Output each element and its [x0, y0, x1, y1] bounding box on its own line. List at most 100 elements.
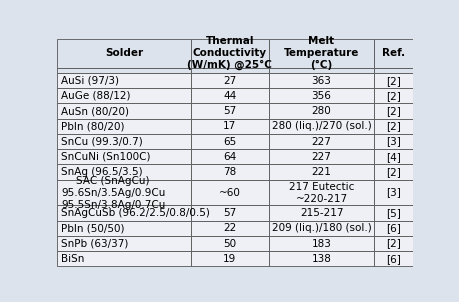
- Text: 44: 44: [223, 91, 236, 101]
- Bar: [269, 251, 374, 266]
- Bar: [374, 104, 413, 119]
- Bar: [191, 119, 269, 134]
- Bar: [374, 180, 413, 205]
- Text: SnCuNi (Sn100C): SnCuNi (Sn100C): [61, 152, 151, 162]
- Text: 65: 65: [223, 137, 236, 146]
- Bar: [374, 205, 413, 221]
- Bar: [191, 73, 269, 88]
- Text: [5]: [5]: [386, 208, 401, 218]
- Text: PbIn (80/20): PbIn (80/20): [61, 121, 124, 131]
- Text: 78: 78: [223, 167, 236, 177]
- Text: SnCu (99.3/0.7): SnCu (99.3/0.7): [61, 137, 143, 146]
- Bar: [191, 205, 269, 221]
- Text: AuSi (97/3): AuSi (97/3): [61, 76, 119, 85]
- Bar: [57, 221, 191, 236]
- Text: 183: 183: [312, 239, 331, 249]
- Bar: [374, 119, 413, 134]
- Text: 280 (liq.)/270 (sol.): 280 (liq.)/270 (sol.): [272, 121, 371, 131]
- Text: AuSn (80/20): AuSn (80/20): [61, 106, 129, 116]
- Bar: [374, 164, 413, 180]
- Bar: [191, 180, 269, 205]
- Text: [3]: [3]: [386, 188, 401, 198]
- Bar: [191, 221, 269, 236]
- Text: 57: 57: [223, 106, 236, 116]
- Bar: [269, 149, 374, 164]
- Bar: [269, 104, 374, 119]
- Text: SnPb (63/37): SnPb (63/37): [61, 239, 129, 249]
- Text: 17: 17: [223, 121, 236, 131]
- Bar: [269, 236, 374, 251]
- Bar: [57, 73, 191, 88]
- Bar: [57, 251, 191, 266]
- Bar: [374, 221, 413, 236]
- Bar: [57, 134, 191, 149]
- Text: 22: 22: [223, 223, 236, 233]
- Bar: [191, 236, 269, 251]
- Bar: [374, 39, 413, 68]
- Text: 19: 19: [223, 254, 236, 264]
- Text: [3]: [3]: [386, 137, 401, 146]
- Bar: [374, 134, 413, 149]
- Bar: [269, 205, 374, 221]
- Bar: [269, 180, 374, 205]
- Bar: [269, 119, 374, 134]
- Text: SAC (SnAgCu)
95.6Sn/3.5Ag/0.9Cu
95.5Sn/3.8Ag/0.7Cu: SAC (SnAgCu) 95.6Sn/3.5Ag/0.9Cu 95.5Sn/3…: [61, 175, 165, 210]
- Text: Thermal
Conductivity
(W/mK) @25°C: Thermal Conductivity (W/mK) @25°C: [187, 36, 272, 70]
- Text: ~60: ~60: [219, 188, 241, 198]
- Text: 64: 64: [223, 152, 236, 162]
- Text: [2]: [2]: [386, 167, 401, 177]
- Text: [2]: [2]: [386, 239, 401, 249]
- Bar: [57, 119, 191, 134]
- Text: 221: 221: [312, 167, 331, 177]
- Text: [2]: [2]: [386, 91, 401, 101]
- Bar: [191, 251, 269, 266]
- Bar: [269, 88, 374, 104]
- Bar: [57, 236, 191, 251]
- Bar: [57, 149, 191, 164]
- Bar: [269, 73, 374, 88]
- Bar: [191, 164, 269, 180]
- Bar: [57, 164, 191, 180]
- Bar: [57, 180, 191, 205]
- Bar: [191, 39, 269, 68]
- Text: 227: 227: [312, 152, 331, 162]
- Text: SnAg (96.5/3.5): SnAg (96.5/3.5): [61, 167, 143, 177]
- Text: PbIn (50/50): PbIn (50/50): [61, 223, 124, 233]
- Text: Solder: Solder: [105, 48, 143, 58]
- Bar: [269, 134, 374, 149]
- Text: 209 (liq.)/180 (sol.): 209 (liq.)/180 (sol.): [272, 223, 371, 233]
- Text: 227: 227: [312, 137, 331, 146]
- Bar: [374, 73, 413, 88]
- Text: 215-217: 215-217: [300, 208, 343, 218]
- Bar: [191, 88, 269, 104]
- Bar: [57, 88, 191, 104]
- Bar: [374, 88, 413, 104]
- Text: 138: 138: [312, 254, 331, 264]
- Text: 217 Eutectic
~220-217: 217 Eutectic ~220-217: [289, 182, 354, 204]
- Text: [2]: [2]: [386, 106, 401, 116]
- Text: [4]: [4]: [386, 152, 401, 162]
- Bar: [269, 68, 374, 73]
- Text: Ref.: Ref.: [382, 48, 405, 58]
- Bar: [374, 251, 413, 266]
- Text: [6]: [6]: [386, 254, 401, 264]
- Text: [6]: [6]: [386, 223, 401, 233]
- Bar: [191, 68, 269, 73]
- Bar: [57, 39, 191, 68]
- Bar: [269, 221, 374, 236]
- Bar: [57, 104, 191, 119]
- Bar: [269, 164, 374, 180]
- Bar: [191, 104, 269, 119]
- Bar: [57, 205, 191, 221]
- Bar: [269, 39, 374, 68]
- Text: 50: 50: [224, 239, 236, 249]
- Bar: [374, 236, 413, 251]
- Text: Melt
Temperature
(°C): Melt Temperature (°C): [284, 36, 359, 70]
- Text: [2]: [2]: [386, 76, 401, 85]
- Bar: [57, 68, 191, 73]
- Text: AuGe (88/12): AuGe (88/12): [61, 91, 130, 101]
- Bar: [191, 134, 269, 149]
- Bar: [191, 149, 269, 164]
- Bar: [374, 68, 413, 73]
- Text: 27: 27: [223, 76, 236, 85]
